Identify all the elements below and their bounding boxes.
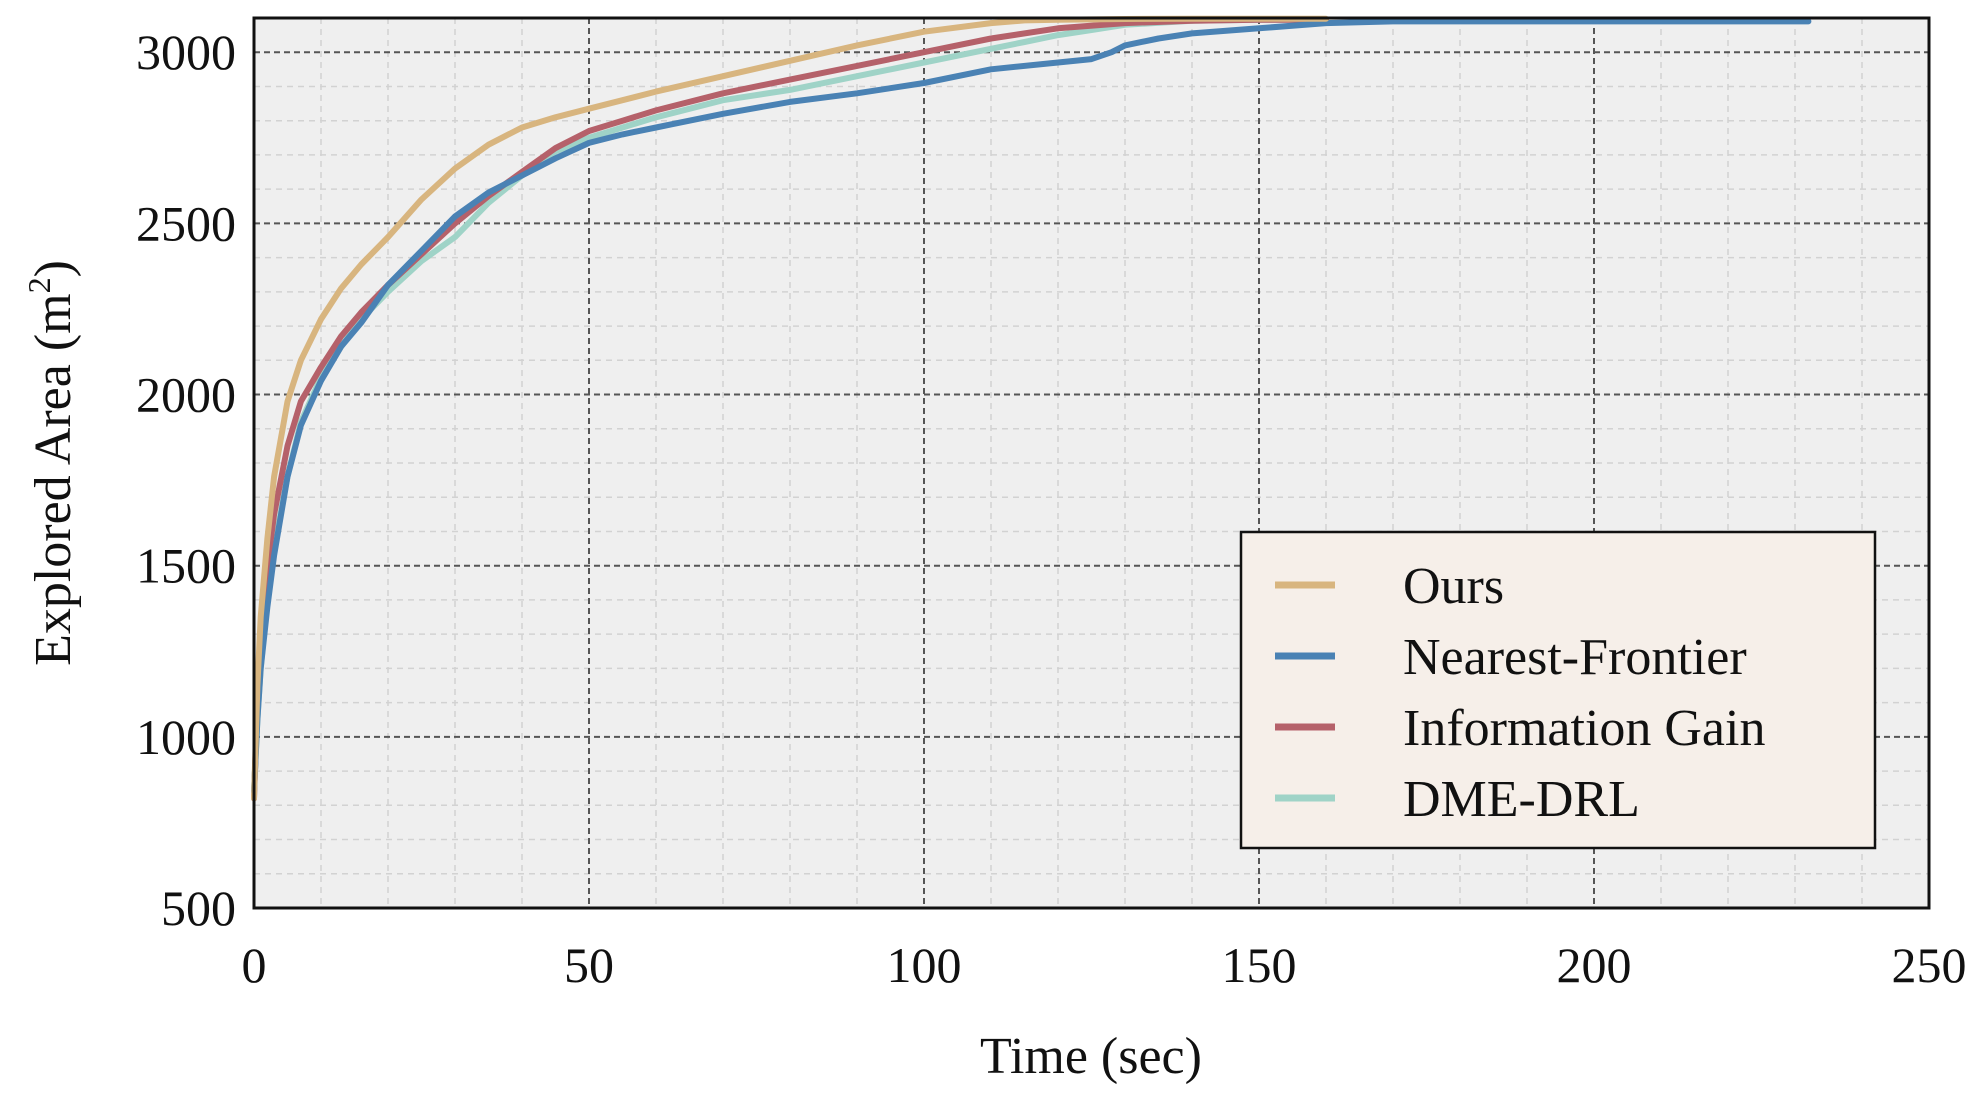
x-axis-ticks: 0 50 100 150 200 250: [242, 937, 1967, 993]
legend-label-dme-drl: DME-DRL: [1403, 771, 1640, 828]
y-tick-label: 2500: [136, 195, 236, 251]
y-axis-label-main: Explored Area (m: [25, 293, 82, 666]
y-axis-label: Explored Area (m2): [21, 260, 82, 666]
legend-label-ours: Ours: [1403, 558, 1504, 615]
legend-label-information-gain: Information Gain: [1403, 700, 1765, 757]
y-tick-label: 500: [161, 880, 236, 936]
plot-frame: [252, 16, 1931, 910]
x-tick-label: 100: [887, 937, 962, 993]
y-tick-label: 2000: [136, 367, 236, 423]
y-axis-label-superscript: 2: [21, 277, 57, 293]
series-line-nearest-frontier: [251, 18, 1812, 795]
series-lines: [251, 15, 1812, 802]
y-axis-ticks: 500 1000 1500 2000 2500 3000: [136, 24, 236, 936]
series-line-information-gain: [251, 16, 1329, 802]
x-tick-label: 200: [1557, 937, 1632, 993]
x-axis-label: Time (sec): [980, 1028, 1202, 1085]
x-tick-label: 0: [242, 937, 267, 993]
series-line-ours: [251, 15, 1329, 802]
legend-box: [1239, 530, 1877, 850]
y-tick-label: 1000: [136, 709, 236, 765]
y-tick-label: 3000: [136, 24, 236, 80]
x-tick-label: 250: [1892, 937, 1967, 993]
legend-label-nearest-frontier: Nearest-Frontier: [1403, 629, 1747, 686]
y-tick-label: 1500: [136, 538, 236, 594]
y-axis-label-close: ): [25, 260, 82, 277]
x-tick-label: 150: [1222, 937, 1297, 993]
legend: Ours Nearest-Frontier Information Gain DME-…: [1239, 530, 1877, 850]
x-tick-label: 50: [564, 937, 614, 993]
